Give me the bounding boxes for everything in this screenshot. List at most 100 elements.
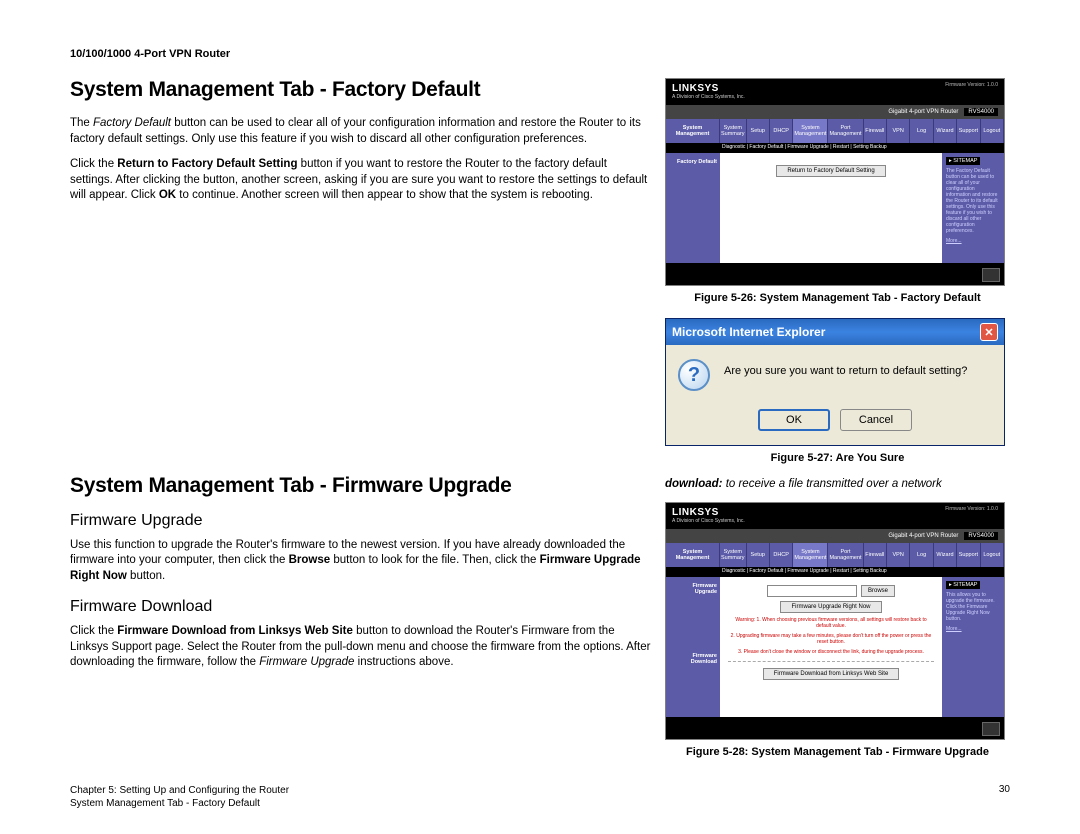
router-logo-sub-2: A Division of Cisco Systems, Inc.: [672, 518, 998, 524]
router-model: Gigabit 4-port VPN Router: [888, 109, 958, 115]
download-firmware-button[interactable]: Firmware Download from Linksys Web Site: [763, 668, 900, 680]
tab2-vpn[interactable]: VPN: [887, 543, 910, 567]
product-header: 10/100/1000 4-Port VPN Router: [70, 48, 1010, 60]
router-nav-tabs-2: System Summary Setup DHCP System Managem…: [720, 543, 1004, 567]
tab-support[interactable]: Support: [957, 119, 980, 143]
section2-sub1-p: Use this function to upgrade the Router'…: [70, 538, 651, 585]
router-help-text: The Factory Default button can be used t…: [946, 168, 1000, 234]
s2s1-b: Browse: [289, 554, 331, 566]
section2-sub2: Firmware Download: [70, 598, 651, 616]
cisco-logo-icon: [982, 268, 1000, 282]
figure-27-dialog: Microsoft Internet Explorer ✕ ? Are you …: [665, 318, 1005, 446]
figure-26-caption: Figure 5-26: System Management Tab - Fac…: [665, 292, 1010, 304]
tab-logout[interactable]: Logout: [981, 119, 1004, 143]
figure-27-caption: Figure 5-27: Are You Sure: [665, 452, 1010, 464]
section1-p1: The Factory Default button can be used t…: [70, 116, 651, 147]
page-number: 30: [999, 784, 1010, 810]
router-nav-side-2: System Management: [666, 543, 720, 567]
section2-sub2-p: Click the Firmware Download from Linksys…: [70, 624, 651, 671]
router-model-code-2: RVS4000: [964, 532, 998, 540]
sitemap-tag[interactable]: ▸ SITEMAP: [946, 157, 980, 165]
right-column: LINKSYS A Division of Cisco Systems, Inc…: [665, 78, 1010, 758]
router-fw-version: Firmware Version: 1.0.0: [945, 82, 998, 88]
dialog-title: Microsoft Internet Explorer: [672, 325, 825, 339]
tab2-firewall[interactable]: Firewall: [864, 543, 887, 567]
router-body-main: Return to Factory Default Setting: [720, 153, 942, 263]
s1p2-d: OK: [159, 189, 176, 201]
figure-26-screenshot: LINKSYS A Division of Cisco Systems, Inc…: [665, 78, 1005, 286]
label-firmware-download: Firmware Download: [669, 653, 717, 665]
s2s2-a: Click the: [70, 625, 117, 637]
tab-portmgmt[interactable]: Port Management: [828, 119, 863, 143]
cancel-button[interactable]: Cancel: [840, 409, 912, 431]
sitemap-tag-2[interactable]: ▸ SITEMAP: [946, 581, 980, 589]
tab2-summary[interactable]: System Summary: [720, 543, 747, 567]
cisco-logo-icon-2: [982, 722, 1000, 736]
section2-sub1: Firmware Upgrade: [70, 512, 651, 530]
tab-firewall[interactable]: Firewall: [864, 119, 887, 143]
tab2-logout[interactable]: Logout: [981, 543, 1004, 567]
browse-button[interactable]: Browse: [861, 585, 895, 597]
label-firmware-upgrade: Firmware Upgrade: [669, 583, 717, 595]
tab-log[interactable]: Log: [910, 119, 933, 143]
tab2-sysmgmt[interactable]: System Management: [793, 543, 828, 567]
footer-subtitle: System Management Tab - Factory Default: [70, 797, 289, 810]
router-fw-version-2: Firmware Version: 1.0.0: [945, 506, 998, 512]
warning-2: 2. Upgrading firmware may take a few min…: [728, 633, 934, 645]
tab-setup[interactable]: Setup: [747, 119, 770, 143]
tab-vpn[interactable]: VPN: [887, 119, 910, 143]
router-more-link[interactable]: More...: [946, 238, 1000, 244]
tab-wizard[interactable]: Wizard: [934, 119, 957, 143]
tab2-support[interactable]: Support: [957, 543, 980, 567]
s2s2-d: Firmware Upgrade: [259, 656, 354, 668]
firmware-file-input[interactable]: [767, 585, 857, 597]
warning-1: Warning: 1. When choosing previous firmw…: [728, 617, 934, 629]
s1p1-a: The: [70, 117, 93, 129]
glossary-entry: download: to receive a file transmitted …: [665, 478, 1010, 490]
ok-button[interactable]: OK: [758, 409, 830, 431]
question-icon: ?: [678, 359, 710, 391]
s1p1-b: Factory Default: [93, 117, 171, 129]
warning-3: 3. Please don't close the window or disc…: [738, 649, 924, 655]
router-subnav: Diagnostic | Factory Default | Firmware …: [666, 143, 1004, 153]
tab2-log[interactable]: Log: [910, 543, 933, 567]
tab2-portmgmt[interactable]: Port Management: [828, 543, 863, 567]
dialog-message: Are you sure you want to return to defau…: [724, 359, 967, 377]
section1-p2: Click the Return to Factory Default Sett…: [70, 157, 651, 204]
router-help-text-2: This allows you to upgrade the firmware.…: [946, 592, 1000, 622]
router-more-link-2[interactable]: More...: [946, 626, 1000, 632]
left-column: System Management Tab - Factory Default …: [70, 78, 651, 758]
upgrade-now-button[interactable]: Firmware Upgrade Right Now: [780, 601, 881, 613]
router-nav-side: System Management: [666, 119, 720, 143]
s2s2-e: instructions above.: [354, 656, 453, 668]
s1p2-b: Return to Factory Default Setting: [117, 158, 297, 170]
router-subnav-2: Diagnostic | Factory Default | Firmware …: [666, 567, 1004, 577]
s1p2-a: Click the: [70, 158, 117, 170]
section2-title: System Management Tab - Firmware Upgrade: [70, 474, 651, 498]
figure-28-caption: Figure 5-28: System Management Tab - Fir…: [665, 746, 1010, 758]
glossary-def: to receive a file transmitted over a net…: [723, 478, 942, 490]
s2s1-c: button to look for the file. Then, click…: [330, 554, 539, 566]
tab2-setup[interactable]: Setup: [747, 543, 770, 567]
section1-title: System Management Tab - Factory Default: [70, 78, 651, 102]
s1p2-e: to continue. Another screen will then ap…: [176, 189, 593, 201]
s2s2-b: Firmware Download from Linksys Web Site: [117, 625, 353, 637]
glossary-term: download:: [665, 478, 723, 490]
tab2-dhcp[interactable]: DHCP: [770, 543, 793, 567]
figure-28-screenshot: LINKSYS A Division of Cisco Systems, Inc…: [665, 502, 1005, 740]
router-logo-sub: A Division of Cisco Systems, Inc.: [672, 94, 998, 100]
router-model-code: RVS4000: [964, 108, 998, 116]
router-body-left-2: Firmware Upgrade Firmware Download: [666, 577, 720, 717]
router-body-main-2: Browse Firmware Upgrade Right Now Warnin…: [720, 577, 942, 717]
tab2-wizard[interactable]: Wizard: [934, 543, 957, 567]
tab-dhcp[interactable]: DHCP: [770, 119, 793, 143]
s2s1-e: button.: [127, 570, 165, 582]
close-icon[interactable]: ✕: [980, 323, 998, 341]
router-body-right-2: ▸ SITEMAP This allows you to upgrade the…: [942, 577, 1004, 717]
tab-sysmgmt[interactable]: System Management: [793, 119, 828, 143]
router-body-left: Factory Default: [666, 153, 720, 263]
factory-default-button[interactable]: Return to Factory Default Setting: [776, 165, 885, 177]
tab-summary[interactable]: System Summary: [720, 119, 747, 143]
page-footer: Chapter 5: Setting Up and Configuring th…: [70, 784, 1010, 810]
footer-chapter: Chapter 5: Setting Up and Configuring th…: [70, 784, 289, 797]
